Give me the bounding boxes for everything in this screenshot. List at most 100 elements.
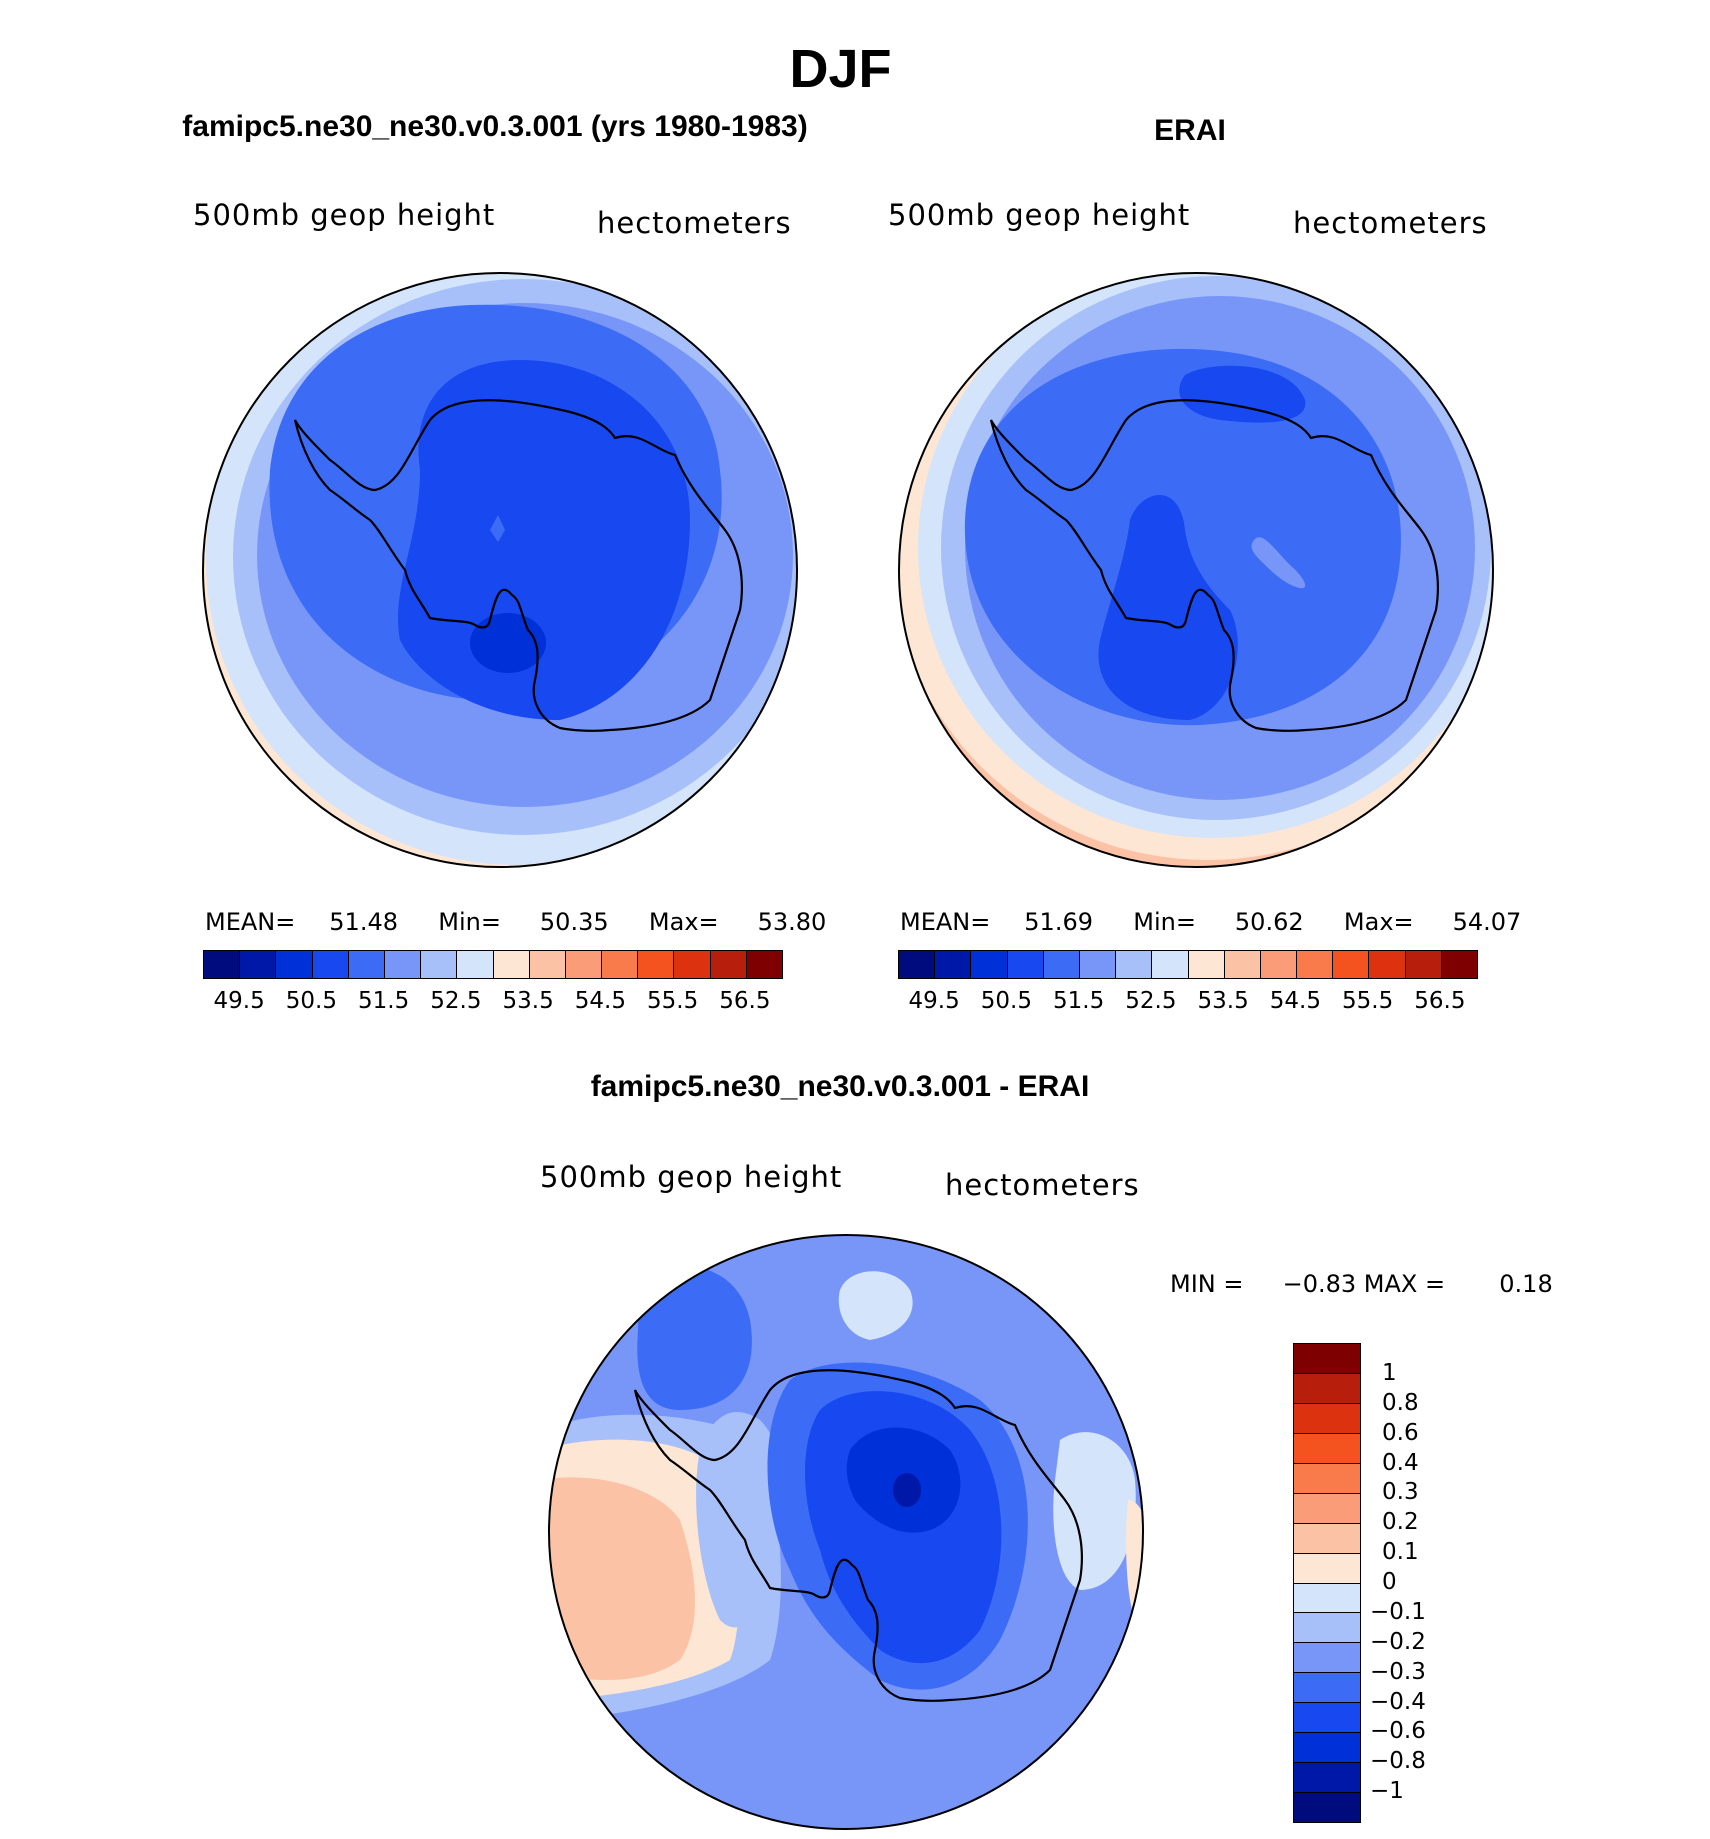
diff-colorbar-cell [1294, 1613, 1360, 1644]
model-colorbar-tick-label: 50.5 [285, 988, 337, 1014]
obs-max-label: Max= [1343, 908, 1414, 936]
model-max-label: Max= [648, 908, 719, 936]
diff-colorbar-tick-label: 0.1 [1382, 1539, 1419, 1566]
diff-colorbar-tick-label: 1 [1382, 1359, 1397, 1386]
diff-colorbar-cell [1294, 1793, 1360, 1822]
obs-colorbar-tick-label: 53.5 [1197, 988, 1249, 1014]
model-panel-title: famipc5.ne30_ne30.v0.3.001 (yrs 1980-198… [182, 110, 808, 143]
model-stats: MEAN= 51.48 Min= 50.35 Max= 53.80 [205, 908, 826, 936]
obs-colorbar-tick-label: 50.5 [980, 988, 1032, 1014]
diff-colorbar-tick-label: −0.4 [1370, 1688, 1426, 1715]
model-colorbar-cell [204, 951, 241, 978]
obs-colorbar-cell [1297, 951, 1334, 978]
obs-colorbar [898, 950, 1478, 979]
model-colorbar-tick-label: 49.5 [213, 988, 265, 1014]
diff-colorbar-tick-label: −0.8 [1370, 1748, 1426, 1775]
diff-min-label: MIN = [1170, 1270, 1244, 1298]
obs-colorbar-tick-label: 56.5 [1414, 988, 1466, 1014]
diff-colorbar-tick-label: −0.1 [1370, 1598, 1426, 1625]
diff-max-value: 0.18 [1499, 1270, 1553, 1298]
diff-colorbar-tick-label: −1 [1370, 1778, 1404, 1805]
model-map [202, 272, 798, 868]
model-colorbar-cell [565, 951, 603, 978]
model-colorbar-cell [674, 951, 711, 978]
model-colorbar-cell [421, 951, 458, 978]
model-colorbar-tick-label: 55.5 [647, 988, 699, 1014]
model-colorbar-tick-label: 52.5 [430, 988, 482, 1014]
model-mean-value: 51.48 [329, 908, 398, 936]
diff-min-value: −0.83 [1282, 1270, 1357, 1298]
model-variable-label: 500mb geop height [193, 198, 496, 232]
obs-colorbar-tick-label: 51.5 [1053, 988, 1105, 1014]
diff-colorbar-cell [1294, 1373, 1360, 1404]
diff-colorbar-cell [1294, 1733, 1360, 1764]
model-colorbar-cell [457, 951, 494, 978]
model-colorbar-cell [602, 951, 639, 978]
obs-colorbar-tick-label: 54.5 [1269, 988, 1321, 1014]
model-colorbar-cell [493, 951, 530, 978]
obs-colorbar-cell [1007, 951, 1044, 978]
diff-colorbar-cell [1294, 1403, 1360, 1434]
obs-colorbar-tick-label: 52.5 [1125, 988, 1177, 1014]
model-colorbar-tick-label: 53.5 [502, 988, 554, 1014]
diff-colorbar-cell [1294, 1763, 1360, 1794]
diff-max-label: MAX = [1363, 1270, 1446, 1298]
diff-colorbar-cell [1294, 1493, 1360, 1524]
obs-colorbar-cell [899, 951, 936, 978]
obs-colorbar-cell [1152, 951, 1189, 978]
model-min-value: 50.35 [539, 908, 609, 936]
obs-colorbar-cell [1369, 951, 1406, 978]
model-colorbar-cell [638, 951, 675, 978]
obs-colorbar-cell [1043, 951, 1080, 978]
diff-colorbar-tick-label: 0.8 [1382, 1389, 1419, 1416]
model-colorbar-cell [276, 951, 313, 978]
model-colorbar-ticks: 49.5 50.5 51.5 52.5 53.5 54.5 55.5 56.5 [203, 988, 781, 1016]
diff-colorbar-ticks: 1 0.8 0.6 0.4 0.3 0.2 0.1 0 −0.1 −0.2 −0.3 −0.4 −0.6… [1370, 1343, 1490, 1821]
obs-colorbar-tick-label: 49.5 [908, 988, 960, 1014]
obs-colorbar-cell [1188, 951, 1225, 978]
obs-colorbar-cell [1333, 951, 1370, 978]
model-colorbar-cell [746, 951, 782, 978]
obs-stats: MEAN= 51.69 Min= 50.62 Max= 54.07 [900, 908, 1521, 936]
model-max-value: 53.80 [757, 908, 827, 936]
model-mean-label: MEAN= [205, 908, 296, 936]
model-colorbar-cell [384, 951, 422, 978]
model-colorbar [203, 950, 783, 979]
obs-mean-value: 51.69 [1024, 908, 1093, 936]
diff-colorbar-cell [1294, 1583, 1360, 1614]
model-colorbar-cell [312, 951, 349, 978]
diff-colorbar-tick-label: 0.2 [1382, 1509, 1419, 1536]
model-min-label: Min= [438, 908, 501, 936]
model-units-label: hectometers [597, 206, 792, 240]
obs-colorbar-cell [1260, 951, 1298, 978]
obs-min-label: Min= [1133, 908, 1196, 936]
diff-stats: MIN = −0.83 MAX = 0.18 [1170, 1270, 1553, 1298]
diff-colorbar-tick-label: 0.4 [1382, 1449, 1419, 1476]
obs-min-value: 50.62 [1234, 908, 1304, 936]
obs-mean-label: MEAN= [900, 908, 991, 936]
obs-colorbar-cell [971, 951, 1008, 978]
obs-colorbar-tick-label: 55.5 [1342, 988, 1394, 1014]
model-colorbar-cell [529, 951, 566, 978]
obs-panel-title: ERAI [1154, 114, 1226, 147]
obs-colorbar-cell [935, 951, 972, 978]
obs-units-label: hectometers [1293, 206, 1488, 240]
diff-colorbar-cell [1294, 1643, 1360, 1674]
obs-colorbar-cell [1405, 951, 1442, 978]
diff-colorbar-cell [1294, 1703, 1360, 1734]
obs-colorbar-ticks: 49.5 50.5 51.5 52.5 53.5 54.5 55.5 56.5 [898, 988, 1476, 1016]
diff-colorbar-tick-label: −0.6 [1370, 1718, 1426, 1745]
diff-colorbar-tick-label: 0.6 [1382, 1419, 1419, 1446]
diff-colorbar-cell [1294, 1344, 1360, 1374]
obs-colorbar-cell [1079, 951, 1117, 978]
diff-colorbar-cell [1294, 1463, 1360, 1494]
diff-colorbar-cell [1294, 1433, 1360, 1464]
diff-map [548, 1234, 1144, 1830]
obs-colorbar-cell [1224, 951, 1261, 978]
diff-colorbar-cell [1294, 1553, 1360, 1584]
figure-title: DJF [789, 39, 892, 99]
model-colorbar-cell [240, 951, 277, 978]
model-colorbar-tick-label: 51.5 [358, 988, 410, 1014]
obs-colorbar-cell [1116, 951, 1153, 978]
